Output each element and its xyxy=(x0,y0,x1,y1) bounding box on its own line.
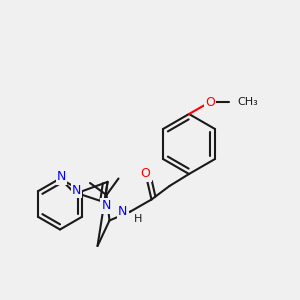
Text: N: N xyxy=(101,200,111,212)
Text: N: N xyxy=(118,205,128,218)
Text: CH₃: CH₃ xyxy=(237,97,258,107)
Text: N: N xyxy=(57,170,66,184)
Text: O: O xyxy=(141,167,150,181)
Text: N: N xyxy=(72,184,81,197)
Text: O: O xyxy=(205,95,215,109)
Text: H: H xyxy=(134,214,142,224)
